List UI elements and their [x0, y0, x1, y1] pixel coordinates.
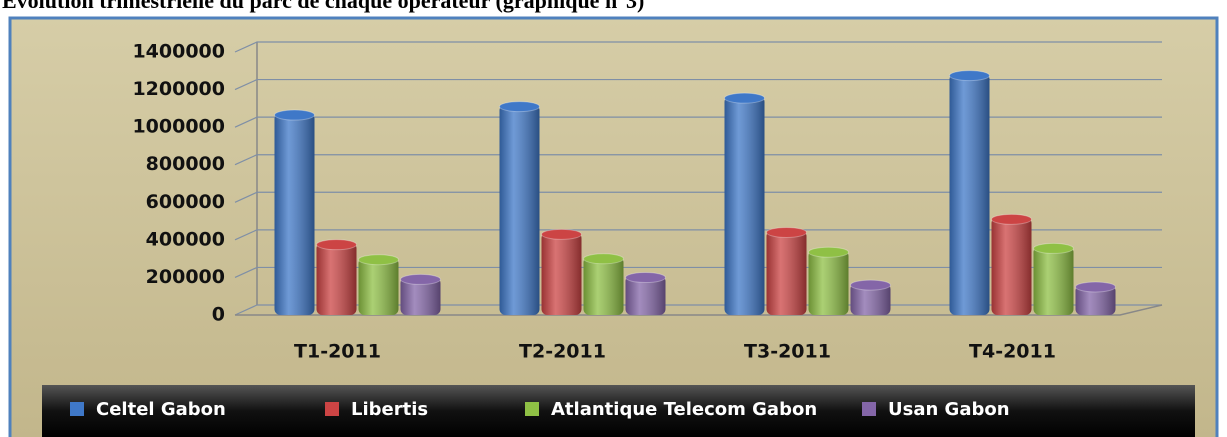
bar-shade	[400, 277, 441, 315]
y-tick-label: 1200000	[132, 78, 225, 100]
legend-swatch	[862, 402, 876, 416]
grid-line	[234, 154, 1162, 166]
bar-shade	[625, 275, 666, 315]
y-tick-label: 1400000	[132, 41, 225, 63]
grid-line	[234, 78, 1162, 91]
legend-swatch	[525, 402, 539, 416]
grid-line	[234, 266, 1162, 278]
bar-cap	[1075, 281, 1116, 293]
x-tick-label: T3-2011	[744, 341, 831, 363]
bar-cap	[808, 246, 849, 258]
bar-cap	[541, 228, 582, 240]
x-tick-label: T2-2011	[519, 341, 606, 363]
bar-shade	[724, 96, 765, 316]
bar-cap	[1033, 242, 1074, 254]
bar-shade	[949, 73, 990, 315]
bar-cap	[274, 109, 315, 121]
y-tick-label: 0	[212, 304, 225, 326]
grid-line	[234, 229, 1162, 241]
bar-shade	[583, 256, 624, 315]
legend-swatch	[325, 402, 339, 416]
legend-label: Usan Gabon	[888, 399, 1010, 420]
bar-cap	[316, 239, 357, 251]
y-tick-label: 800000	[146, 153, 225, 175]
x-tick-label: T1-2011	[294, 341, 381, 363]
grid-line	[234, 191, 1162, 203]
bar-shade	[316, 242, 357, 315]
bar-cap	[949, 70, 990, 82]
bar-shade	[850, 283, 891, 315]
bar-shade	[808, 250, 849, 315]
y-tick-label: 400000	[146, 228, 225, 250]
y-tick-label: 1000000	[132, 116, 225, 138]
bar-shade	[766, 230, 807, 315]
legend-label: Celtel Gabon	[96, 399, 226, 420]
bar-shade	[541, 232, 582, 315]
bar-shade	[499, 104, 540, 315]
bar-cap	[499, 101, 540, 113]
bar-shade	[1075, 284, 1116, 315]
bar-shade	[1033, 246, 1074, 315]
bar-cap	[625, 272, 666, 284]
bar-cap	[358, 254, 399, 266]
bar-cap	[991, 213, 1032, 225]
legend-label: Atlantique Telecom Gabon	[551, 399, 817, 420]
bar-cap	[583, 253, 624, 265]
bar-cap	[766, 226, 807, 238]
bar-shade	[358, 257, 399, 315]
bar-shade	[274, 113, 315, 315]
chart-title: Evolution trimestrielle du parc de chaqu…	[2, 0, 644, 13]
y-tick-label: 600000	[146, 191, 225, 213]
grid-line	[234, 116, 1162, 128]
bar-cap	[400, 273, 441, 285]
legend-swatch	[70, 402, 84, 416]
grid-line	[234, 41, 1162, 53]
bar-cap	[724, 92, 765, 104]
legend-label: Libertis	[351, 399, 428, 420]
bar-shade	[991, 217, 1032, 315]
bar-cap	[850, 279, 891, 291]
y-tick-label: 200000	[146, 266, 225, 288]
x-tick-label: T4-2011	[969, 341, 1056, 363]
legend-box	[42, 385, 1195, 437]
